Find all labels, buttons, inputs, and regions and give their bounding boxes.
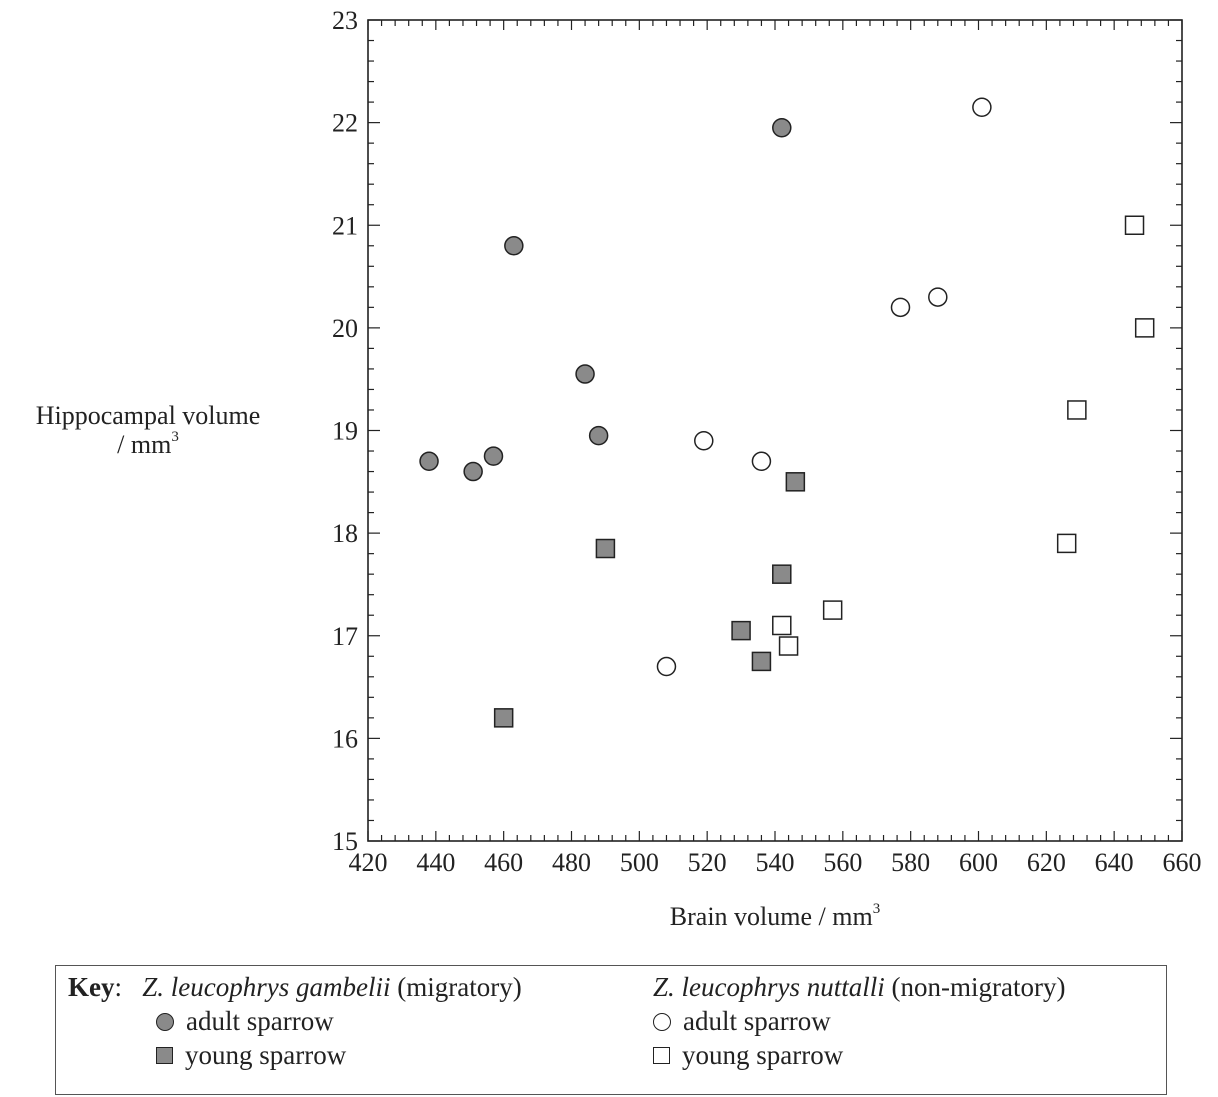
x-axis-label: Brain volume / mm3 <box>670 901 880 931</box>
group1-species: Z. leucophrys gambelii <box>142 972 391 1002</box>
key-colon: : <box>114 972 123 1002</box>
legend-key: Key: Z. leucophrys gambelii (migratory) … <box>55 965 1167 1095</box>
open-square-point <box>778 636 799 656</box>
x-tick-label: 560 <box>823 848 862 877</box>
data-points <box>419 97 1155 728</box>
group1-note: (migratory) <box>397 972 522 1002</box>
open-square-point <box>1124 215 1145 235</box>
gray-square-point <box>772 564 792 584</box>
x-tick-label: 540 <box>756 848 795 877</box>
scatter-chart: 420 440 460 480 500 520 540 560 580 600 620 640 660 1… <box>36 6 1202 931</box>
open-circle-point <box>656 656 677 677</box>
plot-frame <box>367 19 1183 842</box>
y-tick-label: 18 <box>332 519 358 548</box>
x-tick-label: 500 <box>620 848 659 877</box>
legend-item-label: young sparrow <box>682 1040 844 1070</box>
x-tick-label: 480 <box>552 848 591 877</box>
legend-item-label: adult sparrow <box>186 1006 334 1036</box>
open-square-point <box>772 615 792 636</box>
x-axis-label-superscript: 3 <box>873 901 881 917</box>
x-axis-label-text: Brain volume / mm <box>670 902 873 931</box>
legend-item-nuttalli-adult: adult sparrow <box>653 1004 1065 1038</box>
legend-item-gambelii-adult: adult sparrow <box>68 1004 522 1038</box>
open-square-point <box>822 600 843 620</box>
y-axis-label-superscript: 3 <box>171 429 179 445</box>
x-tick-label: 440 <box>416 848 455 877</box>
open-square-point <box>1134 318 1155 338</box>
axes: 420 440 460 480 500 520 540 560 580 600 620 640 660 1… <box>332 6 1202 877</box>
gray-circle-point <box>463 461 483 482</box>
open-circle-point <box>890 297 911 318</box>
x-tick-label: 620 <box>1027 848 1066 877</box>
legend-item-label: young sparrow <box>185 1040 347 1070</box>
x-tick-label: 660 <box>1163 848 1202 877</box>
open-square-icon <box>653 1047 670 1065</box>
gray-square-point <box>731 620 751 641</box>
open-circle-icon <box>653 1012 671 1031</box>
y-tick-label: 23 <box>332 6 358 35</box>
legend-group-nuttalli: Z. leucophrys nuttalli (non-migratory) a… <box>653 970 1065 1072</box>
legend-item-label: adult sparrow <box>683 1006 831 1036</box>
y-tick-label: 17 <box>332 622 358 651</box>
gray-circle-icon <box>156 1012 174 1031</box>
open-circle-point <box>751 451 772 472</box>
open-circle-point <box>694 431 714 451</box>
gray-square-point <box>493 708 514 728</box>
y-axis-label-line1: Hippocampal volume <box>36 401 261 430</box>
x-tick-label: 420 <box>349 848 388 877</box>
open-circle-point <box>972 97 992 117</box>
y-tick-label: 21 <box>332 211 358 240</box>
y-tick-label: 22 <box>332 109 358 138</box>
y-tick-label: 16 <box>332 724 358 753</box>
open-circle-point <box>928 287 948 307</box>
x-tick-label: 520 <box>688 848 727 877</box>
x-tick-label: 640 <box>1095 848 1134 877</box>
gray-circle-point <box>588 425 609 446</box>
gray-square-point <box>751 651 772 672</box>
gray-square-point <box>595 538 616 559</box>
y-axis-label-line2: / mm3 <box>117 429 179 459</box>
x-tick-label: 460 <box>484 848 523 877</box>
y-tick-label: 19 <box>332 417 358 446</box>
open-square-point <box>1067 400 1087 420</box>
open-square-point <box>1056 533 1077 554</box>
x-tick-label: 600 <box>959 848 998 877</box>
gray-circle-point <box>419 451 439 472</box>
gray-square-icon <box>156 1047 173 1065</box>
gray-square-point <box>785 472 806 492</box>
y-tick-label: 20 <box>332 314 358 343</box>
group2-species: Z. leucophrys nuttalli <box>653 972 885 1002</box>
legend-item-gambelii-young: young sparrow <box>68 1038 522 1072</box>
legend-group-header: Key: Z. leucophrys gambelii (migratory) <box>68 970 522 1004</box>
gray-circle-point <box>575 364 595 384</box>
x-tick-label: 580 <box>891 848 930 877</box>
legend-item-nuttalli-young: young sparrow <box>653 1038 1065 1072</box>
key-label: Key <box>68 972 115 1002</box>
y-axis-label-unit: / mm <box>117 430 171 459</box>
y-tick-label: 15 <box>332 827 358 856</box>
group2-note: (non-migratory) <box>891 972 1066 1002</box>
gray-circle-point <box>504 236 524 256</box>
legend-group-gambelii: Key: Z. leucophrys gambelii (migratory) … <box>68 970 522 1072</box>
legend-group-header: Z. leucophrys nuttalli (non-migratory) <box>653 970 1065 1004</box>
gray-circle-point <box>772 118 792 138</box>
gray-circle-point <box>483 446 504 466</box>
